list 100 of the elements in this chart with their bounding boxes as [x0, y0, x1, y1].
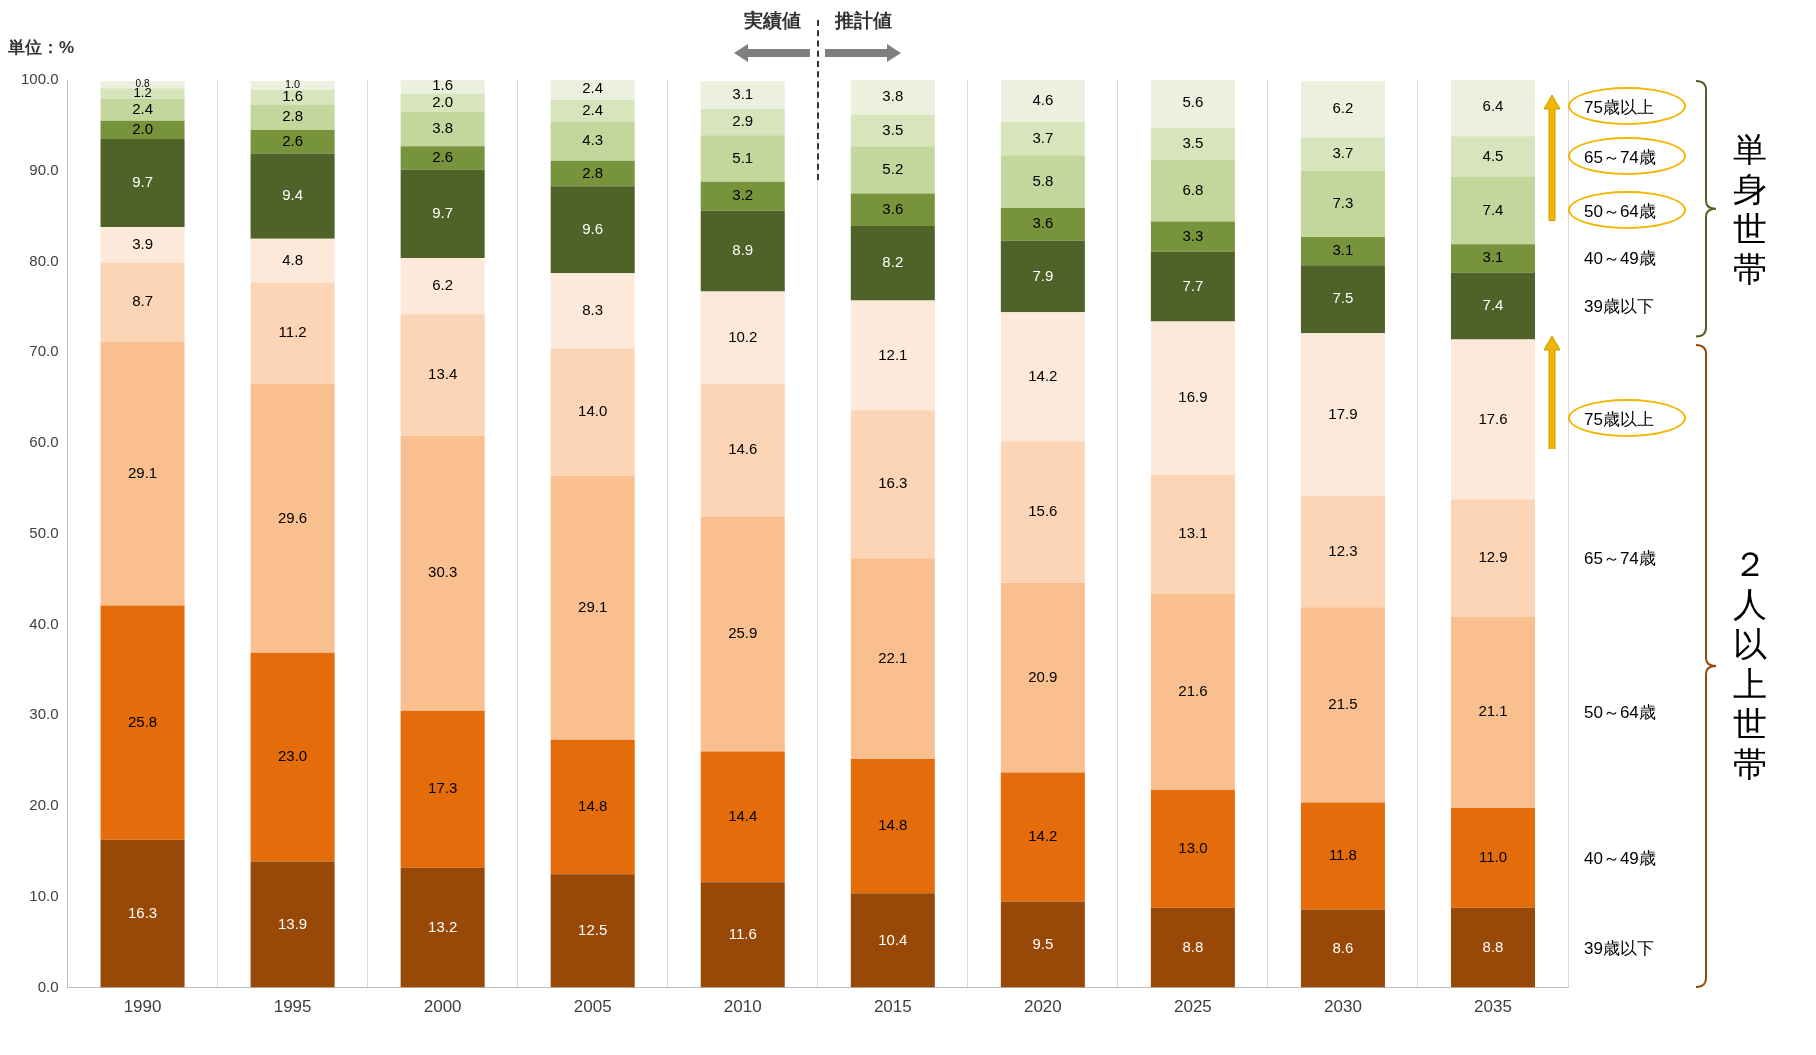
- x-tick-label: 2025: [1173, 997, 1212, 1017]
- data-label: 9.7: [132, 173, 153, 191]
- data-label: 12.9: [1478, 547, 1508, 565]
- x-tick-label: 1995: [273, 997, 312, 1017]
- data-label: 21.5: [1328, 695, 1358, 713]
- bar: [550, 475, 635, 740]
- data-label: 8.9: [732, 241, 754, 259]
- bar: [1300, 607, 1385, 803]
- data-label: 3.6: [882, 199, 904, 217]
- bar: [100, 341, 185, 606]
- bar: [550, 121, 635, 161]
- data-label: 14.0: [578, 402, 608, 420]
- bar: [1000, 582, 1085, 773]
- data-label: 2.8: [582, 163, 604, 181]
- bar: [850, 193, 935, 227]
- data-label: 2.4: [582, 101, 604, 118]
- text: ２人以上世帯: [1733, 543, 1767, 784]
- data-label: 3.1: [732, 85, 754, 103]
- bar: [1300, 909, 1385, 988]
- bar: [400, 146, 485, 170]
- text: 75歳以上: [1584, 408, 1654, 431]
- data-label: 13.1: [1178, 524, 1208, 542]
- data-label: 3.1: [1482, 248, 1504, 266]
- bar: [250, 89, 335, 105]
- data-label: 6.4: [1482, 97, 1504, 115]
- data-label: 29.1: [127, 463, 158, 481]
- bar: [1000, 80, 1085, 122]
- bar: [700, 80, 785, 110]
- data-label: 29.6: [278, 508, 308, 526]
- data-label: 10.2: [728, 327, 758, 345]
- text: 40～49歳: [1584, 247, 1656, 270]
- bar: [1150, 221, 1235, 252]
- data-label: 5.2: [882, 159, 904, 177]
- bar: [1000, 121, 1085, 156]
- x-tick-label: 2015: [873, 997, 912, 1017]
- bar: [850, 146, 935, 194]
- bar: [400, 111, 485, 147]
- x-tick-label: 1990: [123, 997, 162, 1017]
- data-label: 3.7: [1332, 144, 1354, 162]
- text: 39歳以下: [1584, 937, 1654, 960]
- bar: [700, 181, 785, 211]
- text: 40～49歳: [1584, 847, 1656, 870]
- y-tick-label: 60.0: [29, 433, 59, 451]
- data-label: 22.1: [878, 648, 908, 666]
- data-label: 8.2: [882, 253, 904, 271]
- data-label: 3.5: [1182, 134, 1204, 152]
- data-label: 13.0: [1178, 838, 1208, 856]
- data-label: 29.1: [578, 597, 608, 615]
- bar: [100, 88, 185, 100]
- data-label: 30.3: [428, 563, 458, 581]
- data-label: 9.5: [1032, 934, 1054, 952]
- bar: [700, 384, 785, 517]
- data-label: 3.7: [1032, 128, 1054, 146]
- y-tick-label: 20.0: [29, 796, 59, 814]
- data-label: 14.2: [1028, 827, 1058, 845]
- data-label: 14.8: [878, 816, 908, 834]
- bar: [700, 109, 785, 136]
- data-label: 23.0: [278, 747, 308, 765]
- bar: [400, 710, 485, 868]
- bar: [1300, 170, 1385, 238]
- data-label: 3.8: [432, 119, 454, 137]
- bar: [100, 138, 185, 228]
- data-label: 21.6: [1178, 681, 1208, 699]
- bar: [850, 758, 935, 894]
- data-label: 9.7: [432, 204, 454, 222]
- data-label: 13.4: [428, 365, 458, 383]
- bar: [700, 516, 785, 752]
- data-label: 14.2: [1028, 366, 1058, 384]
- data-label: 14.6: [728, 440, 758, 458]
- bar: [400, 257, 485, 315]
- data-label: 4.8: [282, 250, 304, 268]
- data-label: 5.8: [1032, 171, 1054, 189]
- bar: [100, 262, 185, 342]
- text: 65～74歳: [1584, 146, 1656, 169]
- data-label: 7.7: [1182, 276, 1204, 294]
- bar: [250, 282, 335, 385]
- data-label: 7.4: [1482, 200, 1504, 218]
- bar: [1300, 265, 1385, 334]
- data-label: 8.3: [582, 301, 604, 319]
- bar: [100, 605, 185, 840]
- y-tick-label: 0.0: [37, 977, 59, 995]
- y-tick-label: 30.0: [29, 705, 59, 723]
- bar: [550, 160, 635, 187]
- bar: [1450, 499, 1535, 617]
- bar: [850, 300, 935, 411]
- bar: [1450, 807, 1535, 908]
- data-label: 11.8: [1328, 846, 1357, 864]
- data-label: 7.3: [1332, 194, 1354, 212]
- bar: [1150, 907, 1235, 988]
- bar: [1450, 907, 1535, 988]
- text: 75歳以上: [1584, 96, 1654, 119]
- bar: [250, 129, 335, 154]
- data-label: 25.9: [728, 624, 758, 642]
- data-label: 3.3: [1182, 226, 1204, 244]
- data-label: 12.5: [578, 921, 608, 939]
- bar: [850, 80, 935, 115]
- x-tick-label: 2000: [423, 997, 462, 1017]
- bar: [550, 348, 635, 476]
- bar: [250, 104, 335, 130]
- y-tick-label: 10.0: [29, 886, 59, 904]
